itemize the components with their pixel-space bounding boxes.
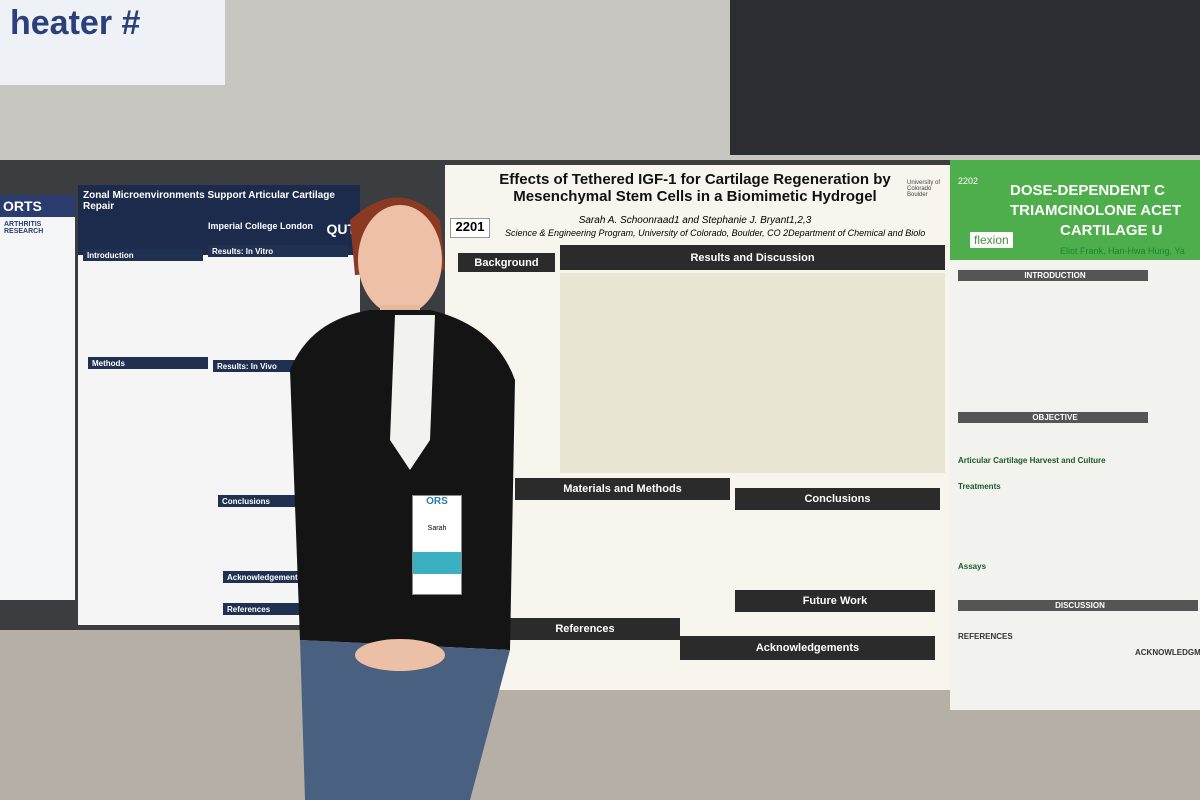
subsection: Treatments	[958, 482, 1001, 491]
affiliation: Science & Engineering Program, Universit…	[505, 228, 925, 238]
logo: Imperial College London	[208, 221, 314, 231]
section-header: Results and Discussion	[560, 245, 945, 270]
poster-number: 2201	[450, 218, 490, 238]
section-header: Future Work	[735, 590, 935, 612]
subsection: Assays	[958, 562, 987, 571]
authors: Sarah A. Schoonraad1 and Stephanie J. Br…	[578, 215, 812, 226]
section-header: Results: In Vitro	[208, 245, 348, 257]
section-header: References	[490, 618, 680, 640]
ceiling	[730, 0, 1200, 155]
section-header: Background	[458, 253, 555, 272]
subsection: ACKNOWLEDGMENT	[1135, 648, 1200, 657]
title-line: TRIAMCINOLONE ACET	[1010, 202, 1182, 219]
poster-number: 2202	[958, 176, 979, 186]
title-line: CARTILAGE U	[1060, 222, 1163, 239]
badge-org: ORS	[426, 496, 448, 507]
poster-edge: ORTS ARTHRITIS RESEARCH	[0, 195, 75, 600]
logo: ORTS	[0, 195, 75, 217]
section-header: OBJECTIVE	[958, 412, 1148, 423]
logo: flexion	[970, 232, 1013, 248]
subsection: Articular Cartilage Harvest and Culture	[958, 456, 1106, 465]
poster-title: Effects of Tethered IGF-1 for Cartilage …	[499, 171, 891, 205]
section-header: Acknowledgements	[680, 636, 935, 660]
section-header: INTRODUCTION	[958, 270, 1148, 281]
authors: Eliot Frank, Han-Hwa Hung, Ya	[1060, 246, 1185, 256]
poster-header: Zonal Microenvironments Support Articula…	[78, 185, 360, 255]
logo: University of Colorado Boulder	[907, 180, 941, 198]
section-header: Introduction	[83, 249, 203, 261]
title-line: DOSE-DEPENDENT C	[1010, 182, 1166, 199]
results-panel	[560, 273, 945, 473]
poster-igf: 2201 Effects of Tethered IGF-1 for Carti…	[445, 165, 955, 690]
person	[290, 197, 515, 800]
poster-header: 2202 DOSE-DEPENDENT C TRIAMCINOLONE ACET…	[950, 160, 1200, 260]
section-header: DISCUSSION	[958, 600, 1198, 611]
poster-dose: 2202 DOSE-DEPENDENT C TRIAMCINOLONE ACET…	[950, 160, 1200, 710]
logo: QUT	[326, 221, 356, 237]
badge-name: Sarah	[427, 525, 447, 532]
section-header: Conclusions	[735, 488, 940, 510]
banner: heater #	[0, 0, 225, 85]
org: ARTHRITIS RESEARCH	[4, 221, 44, 235]
section-header: Methods	[88, 357, 208, 369]
subsection: REFERENCES	[958, 632, 1013, 641]
poster-title: Zonal Microenvironments Support Articula…	[83, 190, 335, 212]
badge: ORS Sarah	[412, 495, 462, 595]
section-header: Materials and Methods	[515, 478, 730, 500]
